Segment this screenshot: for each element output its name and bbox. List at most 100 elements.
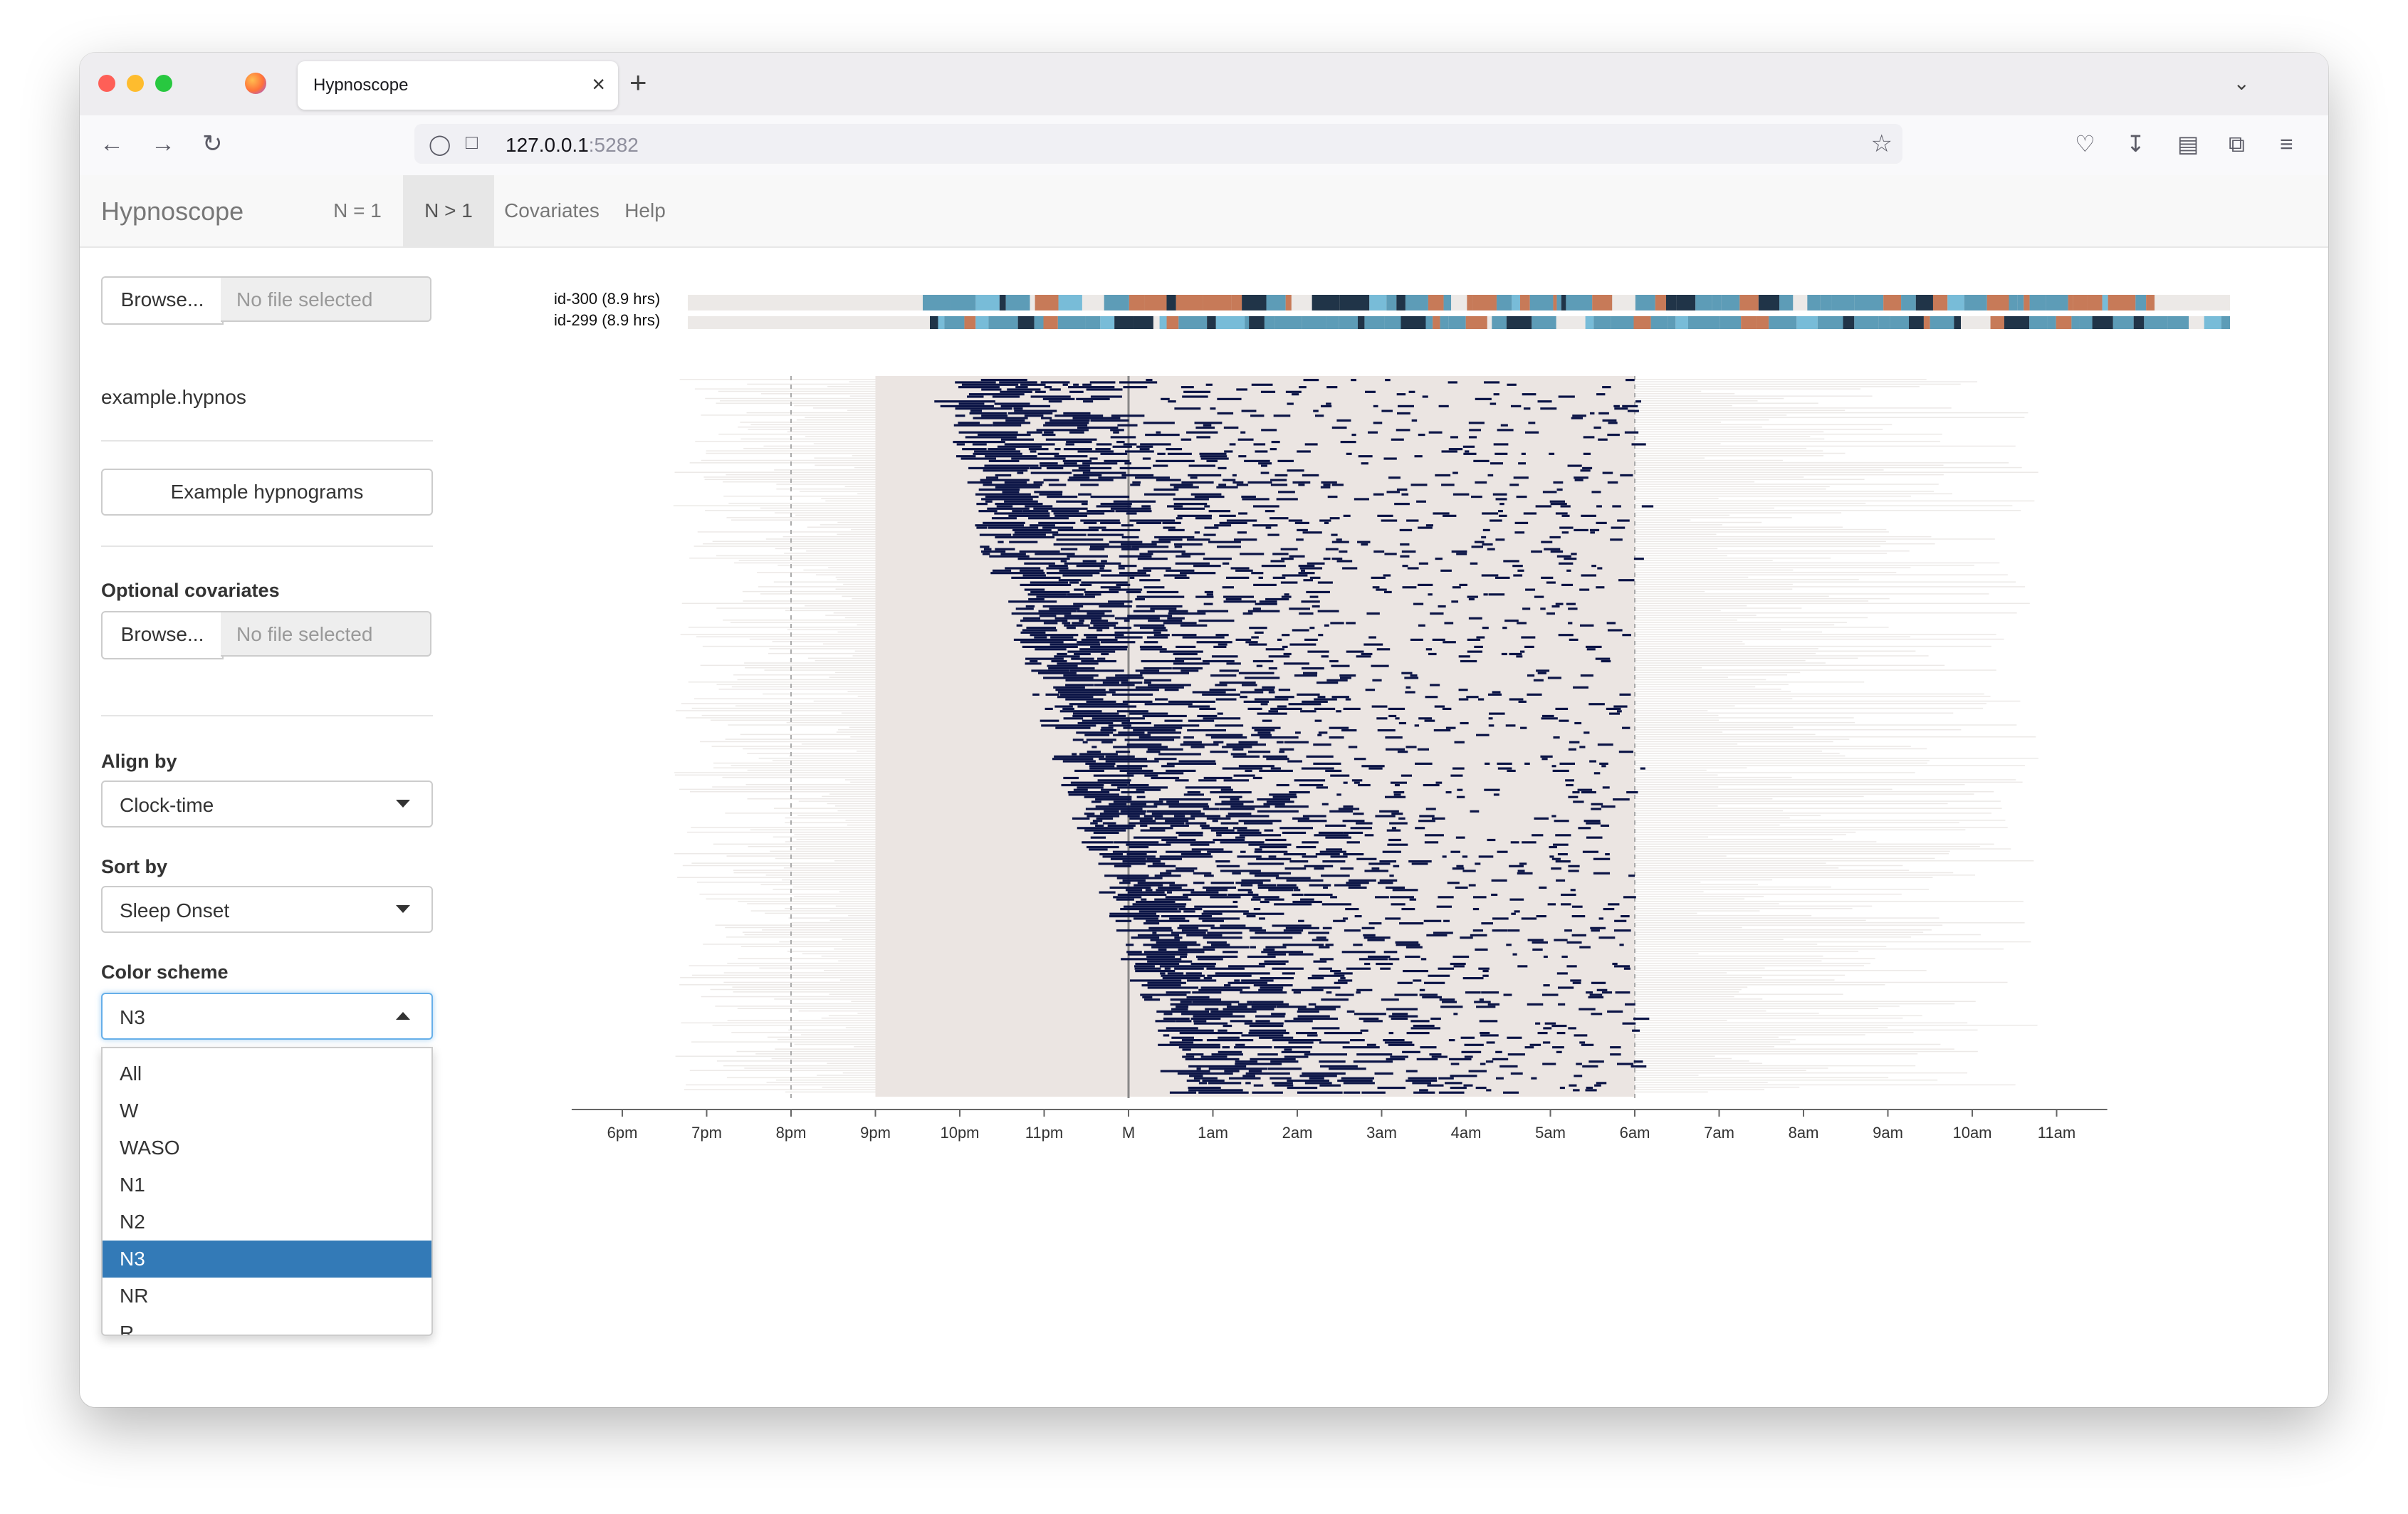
star-icon[interactable]: ☆ [1870, 130, 1893, 157]
url-bar[interactable]: ◯ □ 127.0.0.1:5282 ☆ [414, 124, 1902, 164]
align-by-select[interactable]: Clock-time [101, 781, 433, 828]
browser-tab[interactable]: Hypnoscope × [298, 61, 618, 110]
color-scheme-select[interactable]: N3 [101, 993, 433, 1040]
n3-segment [1510, 1072, 1523, 1075]
app-brand[interactable]: Hypnoscope [101, 197, 244, 226]
align-by-value: Clock-time [120, 794, 214, 816]
n3-segment [1138, 910, 1181, 913]
n3-segment [1460, 721, 1469, 725]
n3-segment [1119, 882, 1131, 884]
page-icon[interactable]: □ [466, 131, 478, 153]
n3-segment [1325, 836, 1351, 839]
option-all[interactable]: All [120, 1063, 142, 1085]
tab-help[interactable]: Help [624, 199, 666, 221]
extensions-icon[interactable]: ⧉ [2229, 131, 2245, 157]
n3-segment [1118, 567, 1125, 570]
menu-icon[interactable]: ≡ [2280, 131, 2293, 157]
n3-segment [1051, 659, 1067, 663]
n3-segment [1388, 1031, 1394, 1035]
n3-segment [1364, 834, 1374, 837]
option-w[interactable]: W [120, 1100, 139, 1122]
n3-segment [1338, 979, 1353, 982]
n3-segment [1551, 765, 1556, 768]
sort-by-select[interactable]: Sleep Onset [101, 886, 433, 933]
n3-segment [1146, 919, 1190, 922]
url-text[interactable]: 127.0.0.1:5282 [506, 134, 639, 157]
n3-segment [1166, 870, 1195, 872]
n3-segment [1162, 521, 1181, 524]
n3-segment [1012, 528, 1052, 532]
n3-segment [1178, 834, 1203, 837]
n3-segment [1225, 815, 1270, 818]
n3-segment [1299, 1075, 1337, 1077]
n3-segment [1030, 581, 1069, 584]
tab-close-icon[interactable]: × [592, 71, 605, 97]
maximize-window-button[interactable] [155, 75, 172, 92]
shield-icon[interactable]: ◯ [429, 133, 451, 155]
n3-segment [1054, 448, 1061, 451]
n3-segment [1250, 414, 1265, 417]
n3-segment [1232, 755, 1260, 758]
n3-segment [1063, 776, 1079, 780]
n3-segment [1012, 510, 1023, 513]
covariates-browse-button[interactable]: Browse... [101, 611, 224, 659]
option-n2[interactable]: N2 [120, 1211, 145, 1233]
example-hypnograms-button[interactable]: Example hypnograms [101, 469, 433, 516]
n3-segment [1365, 689, 1376, 691]
color-scheme-dropdown[interactable]: All W WASO N1 N2 N3 NR R [101, 1047, 433, 1336]
covariates-file-input[interactable]: Browse... No file selected [101, 611, 433, 659]
back-icon[interactable]: ← [100, 130, 124, 157]
option-n3[interactable]: N3 [103, 1241, 431, 1278]
n3-segment [1188, 1089, 1243, 1092]
n3-segment [1289, 555, 1305, 558]
n3-segment [1457, 788, 1463, 791]
hypnogram-file-input[interactable]: Browse... No file selected [101, 276, 433, 325]
n3-segment [1216, 865, 1240, 867]
tab-n-equals-1[interactable]: N = 1 [333, 199, 382, 221]
close-window-button[interactable] [98, 75, 115, 92]
tab-covariates[interactable]: Covariates [504, 199, 600, 221]
n3-segment [1571, 934, 1586, 936]
n3-segment [1084, 733, 1110, 736]
option-waso[interactable]: WASO [120, 1137, 180, 1159]
reload-icon[interactable]: ↻ [202, 130, 223, 157]
reader-icon[interactable]: ▤ [2177, 131, 2199, 157]
n3-segment [989, 555, 1030, 558]
n3-segment [1382, 850, 1401, 853]
hypnogram-label: id-299 (8.9 hrs) [554, 311, 661, 329]
n3-segment [1475, 862, 1481, 865]
list-all-tabs-icon[interactable]: ⌄ [2233, 72, 2250, 94]
download-icon[interactable]: ↧ [2126, 131, 2145, 157]
file-name-field[interactable]: No file selected [221, 276, 431, 322]
option-r[interactable]: R [120, 1322, 135, 1336]
n3-segment [978, 488, 1020, 491]
pocket-icon[interactable]: ♡ [2075, 131, 2095, 157]
forward-icon[interactable]: → [151, 130, 175, 157]
n3-segment [1297, 450, 1311, 453]
covariates-file-name-field[interactable]: No file selected [221, 611, 431, 657]
tab-n-greater-1[interactable]: N > 1 [403, 175, 494, 246]
n3-segment [1203, 776, 1232, 780]
n3-segment [1503, 560, 1519, 563]
minimize-window-button[interactable] [127, 75, 144, 92]
new-tab-button[interactable]: + [629, 66, 647, 99]
n3-segment [1440, 1006, 1463, 1008]
n3-segment [1260, 703, 1268, 706]
option-nr[interactable]: NR [120, 1285, 149, 1307]
n3-segment [1279, 827, 1314, 830]
n3-segment [1171, 1036, 1194, 1039]
n3-segment [1579, 746, 1586, 748]
browse-button[interactable]: Browse... [101, 276, 224, 325]
n3-segment [1040, 381, 1070, 384]
hypnogram-epoch [1129, 295, 1145, 310]
n3-segment [1218, 466, 1227, 470]
n3-segment [1090, 620, 1109, 622]
n3-segment [1178, 760, 1216, 763]
hypnogram-epoch [1274, 316, 1302, 329]
n3-segment [1495, 538, 1505, 541]
n3-segment [1450, 962, 1466, 966]
n3-segment [1071, 657, 1094, 660]
n3-segment [1312, 605, 1320, 608]
n3-segment [1092, 746, 1097, 748]
option-n1[interactable]: N1 [120, 1174, 145, 1196]
